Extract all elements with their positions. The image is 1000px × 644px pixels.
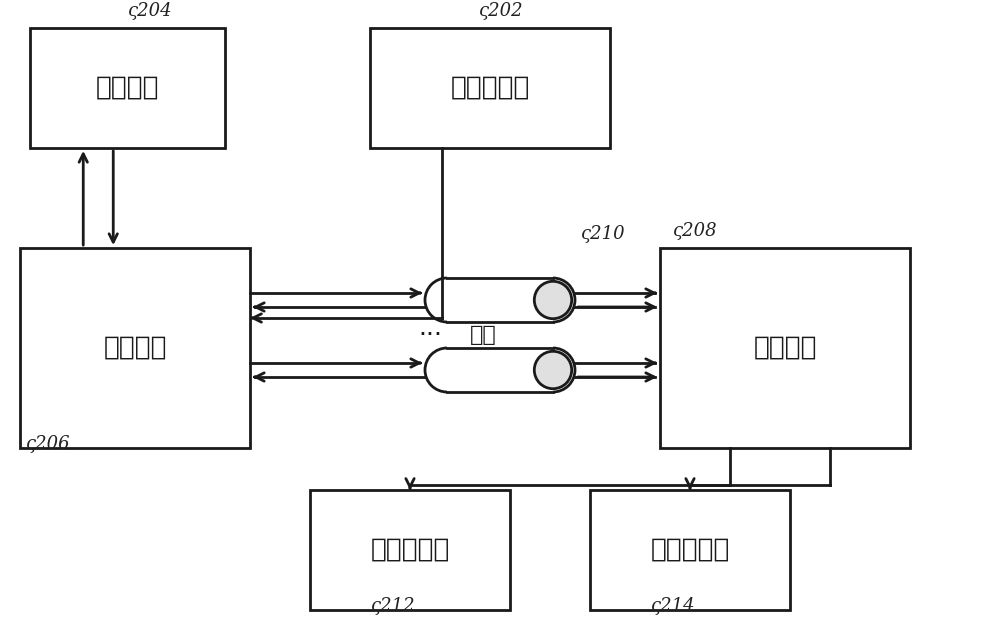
FancyBboxPatch shape <box>447 278 553 322</box>
Circle shape <box>425 278 469 322</box>
Bar <box>370 28 610 148</box>
Text: 结构控制器: 结构控制器 <box>450 75 530 101</box>
Bar <box>660 248 910 448</box>
Text: 密钥管理: 密钥管理 <box>96 75 159 101</box>
Circle shape <box>425 348 469 392</box>
Text: ς206: ς206 <box>25 435 70 453</box>
Bar <box>30 28 225 148</box>
Text: 供应代理: 供应代理 <box>753 335 817 361</box>
Text: ς202: ς202 <box>478 2 523 20</box>
Text: ···: ··· <box>418 323 442 347</box>
Text: ς212: ς212 <box>370 597 415 615</box>
Circle shape <box>531 278 575 322</box>
Text: ς204: ς204 <box>128 2 172 20</box>
Bar <box>20 248 250 448</box>
Text: ς210: ς210 <box>580 225 625 243</box>
Text: ς208: ς208 <box>672 222 717 240</box>
Bar <box>590 490 790 610</box>
FancyBboxPatch shape <box>447 348 553 392</box>
Circle shape <box>531 348 575 392</box>
Text: 供应服务: 供应服务 <box>103 335 167 361</box>
Text: 模板管理器: 模板管理器 <box>370 537 450 563</box>
Circle shape <box>534 351 572 389</box>
Bar <box>310 490 510 610</box>
Circle shape <box>534 281 572 319</box>
Text: 供应: 供应 <box>470 325 497 345</box>
Text: 目标适配器: 目标适配器 <box>650 537 730 563</box>
Text: ς214: ς214 <box>650 597 695 615</box>
